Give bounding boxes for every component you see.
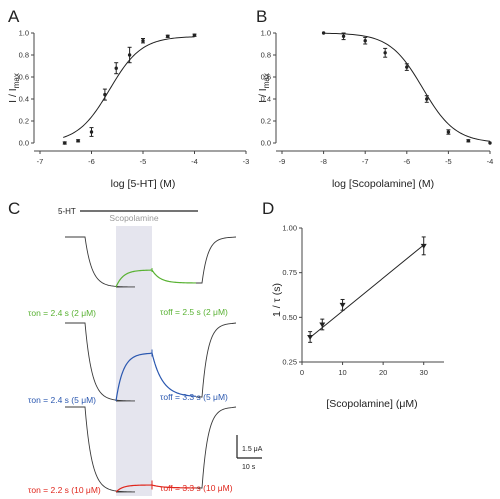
y-tick-label: 0.0	[19, 139, 29, 148]
data-point	[141, 39, 145, 43]
antagonist-label: Scopolamine	[109, 213, 158, 223]
tau-off-label-5um: τoff = 3.3 s (5 μM)	[160, 392, 228, 402]
data-point	[425, 97, 429, 101]
data-point	[127, 53, 132, 57]
fit-curve	[63, 36, 195, 138]
panel-letter-b: B	[256, 7, 267, 26]
data-point	[192, 33, 197, 37]
y-tick-label: 0.2	[261, 117, 271, 126]
y-tick-label: 0.6	[261, 73, 271, 82]
data-point	[363, 39, 367, 43]
x-tick-label: 20	[379, 368, 387, 377]
fit-curve	[309, 244, 425, 338]
y-tick-label: 1.0	[19, 29, 29, 38]
fit-curve	[323, 32, 491, 142]
x-axis-label: [Scopolamine] (μM)	[326, 398, 417, 410]
panel-letter-d: D	[262, 199, 274, 218]
scale-bar-current-label: 1.5 μA	[242, 446, 263, 453]
data-point	[405, 65, 409, 69]
x-tick-label: -6	[403, 157, 410, 166]
x-tick-label: -3	[243, 157, 250, 166]
scopolamine-trace	[115, 269, 197, 288]
y-tick-label: 0.8	[19, 51, 29, 60]
scopolamine-trace	[115, 352, 197, 402]
data-point	[466, 139, 471, 143]
x-tick-label: 30	[420, 368, 428, 377]
y-tick-label: 0.4	[19, 95, 29, 104]
tau-off-label-10um: τoff = 3.3 s (10 μM)	[160, 483, 233, 493]
tau-on-label-2um: τon = 2.4 s (2 μM)	[28, 308, 96, 318]
data-point	[420, 243, 427, 249]
dose-response-chart-scopolamine: I / Imax log [Scopolamine] (M) -9 -8 -7 -6 -…	[257, 29, 493, 191]
control-trace	[65, 322, 136, 402]
data-point	[166, 34, 170, 38]
y-tick-label: 1.0	[261, 29, 271, 38]
tau-on-label-5um: τon = 2.4 s (5 μM)	[28, 395, 96, 405]
y-tick-label: 0.75	[282, 268, 297, 277]
current-traces-panel: 5-HT Scopolamine τon = 2.4 s (2 μM) τoff…	[28, 207, 263, 496]
data-point	[321, 31, 326, 35]
scopolamine-application-bar	[116, 226, 152, 496]
y-tick-label: 0.8	[261, 51, 271, 60]
trace-layer	[65, 236, 237, 493]
data-point	[319, 322, 326, 328]
data-point	[446, 130, 451, 134]
washout-trace	[196, 322, 237, 398]
x-tick-label: -8	[320, 157, 327, 166]
control-trace	[65, 236, 136, 288]
data-point	[488, 141, 492, 145]
y-tick-label: 1.00	[282, 224, 297, 233]
y-tick-label: 0.6	[19, 73, 29, 82]
tau-off-label-2um: τoff = 2.5 s (2 μM)	[160, 307, 228, 317]
tau-on-label-10um: τon = 2.2 s (10 μM)	[28, 485, 101, 495]
data-point	[103, 92, 107, 97]
x-tick-label: -4	[191, 157, 198, 166]
x-tick-label: -7	[362, 157, 369, 166]
data-point	[114, 66, 118, 70]
data-point	[341, 34, 346, 38]
data-point	[76, 139, 80, 143]
dose-response-chart-5ht: I / Imax log [5-HT] (M) -7 -6 -5 -4 -3 0.0 0.2…	[7, 29, 249, 191]
x-tick-label: -5	[140, 157, 147, 166]
washout-trace	[196, 236, 237, 284]
data-point	[63, 141, 67, 145]
x-tick-label: -4	[487, 157, 494, 166]
data-point	[339, 302, 346, 308]
x-axis-label: log [Scopolamine] (M)	[332, 178, 434, 190]
panel-letter-c: C	[8, 199, 20, 218]
control-trace	[65, 406, 136, 493]
data-point	[307, 334, 314, 340]
y-tick-label: 0.4	[261, 95, 271, 104]
data-point	[89, 130, 94, 134]
svg-text:I / Imax: I / Imax	[7, 73, 21, 103]
x-axis-label: log [5-HT] (M)	[111, 178, 176, 190]
x-tick-label: 0	[300, 368, 304, 377]
x-tick-label: -7	[37, 157, 44, 166]
data-point	[383, 51, 387, 55]
agonist-label: 5-HT	[58, 207, 76, 216]
rate-vs-concentration-chart: 1 / τ (s) [Scopolamine] (μM) 0 10 20 30 0.25…	[271, 224, 444, 410]
panel-letter-a: A	[8, 7, 20, 26]
x-tick-label: -6	[88, 157, 95, 166]
y-tick-label: 0.2	[19, 117, 29, 126]
x-tick-label: -9	[279, 157, 286, 166]
scale-bar-time-label: 10 s	[242, 464, 256, 471]
y-axis-label: 1 / τ (s)	[271, 283, 283, 317]
x-tick-label: -5	[445, 157, 452, 166]
y-tick-label: 0.50	[282, 313, 297, 322]
y-axis-label: I / Imax	[7, 73, 21, 103]
svg-text:I / Imax: I / Imax	[257, 73, 271, 103]
y-tick-label: 0.25	[282, 358, 297, 367]
x-tick-label: 10	[338, 368, 346, 377]
y-tick-label: 0.0	[261, 139, 271, 148]
scopolamine-trace	[115, 484, 196, 493]
washout-trace	[196, 406, 237, 489]
y-axis-label: I / Imax	[257, 73, 271, 103]
